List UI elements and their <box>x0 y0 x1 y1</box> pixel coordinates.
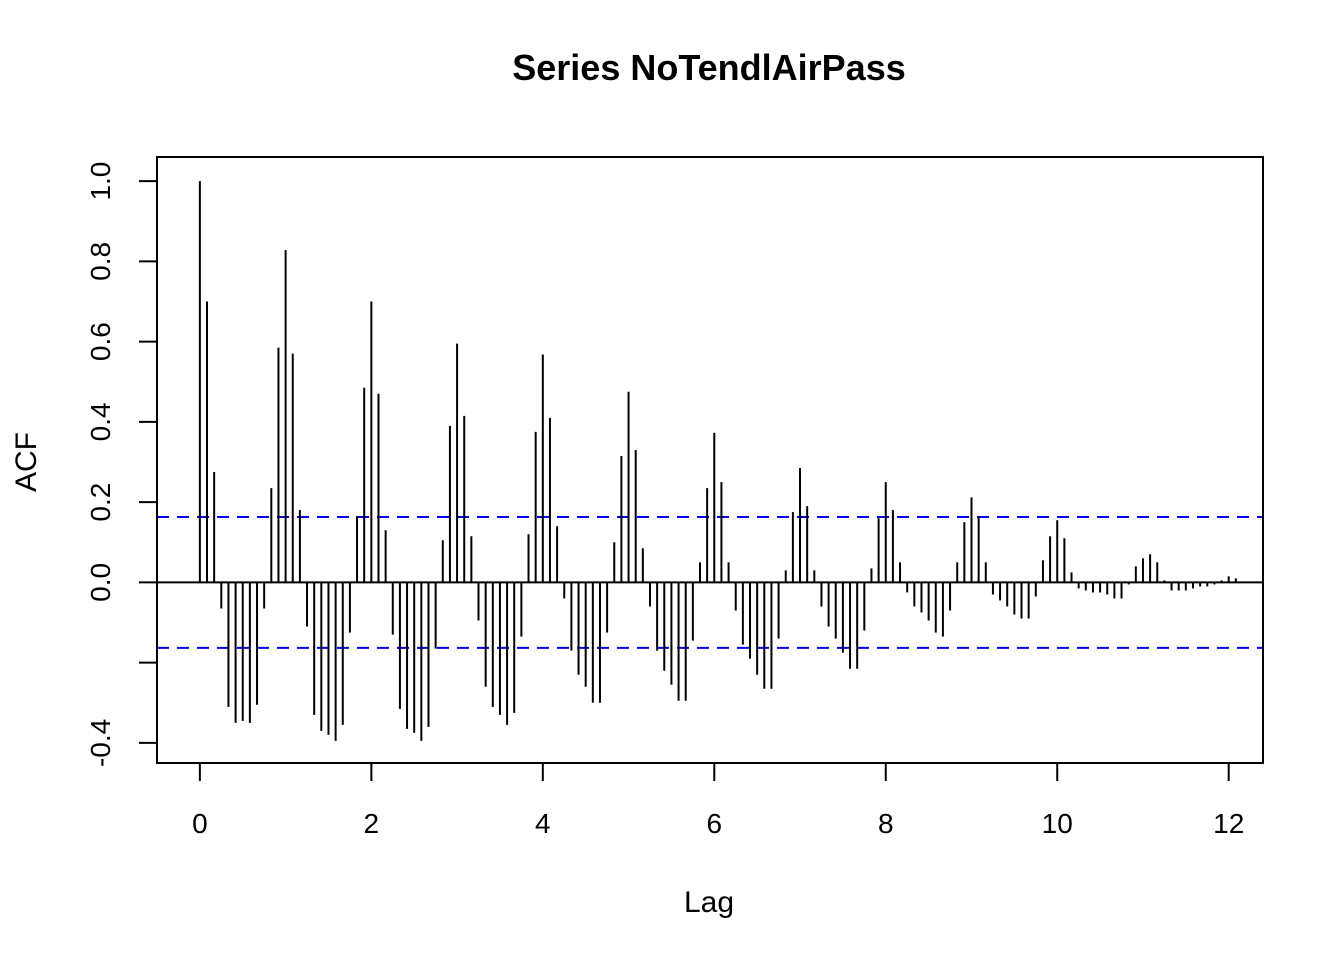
x-tick-label: 2 <box>364 808 380 839</box>
plot-area <box>157 181 1263 741</box>
x-tick-label: 12 <box>1213 808 1244 839</box>
x-tick-label: 8 <box>878 808 894 839</box>
y-tick-label: 1.0 <box>85 162 116 201</box>
y-tick-label: 0.2 <box>85 483 116 522</box>
y-tick-label: 0.8 <box>85 242 116 281</box>
plot-frame <box>156 156 1264 764</box>
y-tick-label: 0.4 <box>85 402 116 441</box>
x-tick-label: 0 <box>192 808 208 839</box>
chart-title: Series NoTendlAirPass <box>512 47 906 88</box>
y-axis-label: ACF <box>10 432 43 492</box>
x-axis-label: Lag <box>684 886 734 919</box>
y-tick-label: 0.6 <box>85 322 116 361</box>
y-tick-label: 0.0 <box>85 563 116 602</box>
x-tick-label: 10 <box>1042 808 1073 839</box>
x-tick-label: 6 <box>706 808 722 839</box>
x-tick-label: 4 <box>535 808 551 839</box>
y-tick-label: -0.4 <box>85 719 116 767</box>
